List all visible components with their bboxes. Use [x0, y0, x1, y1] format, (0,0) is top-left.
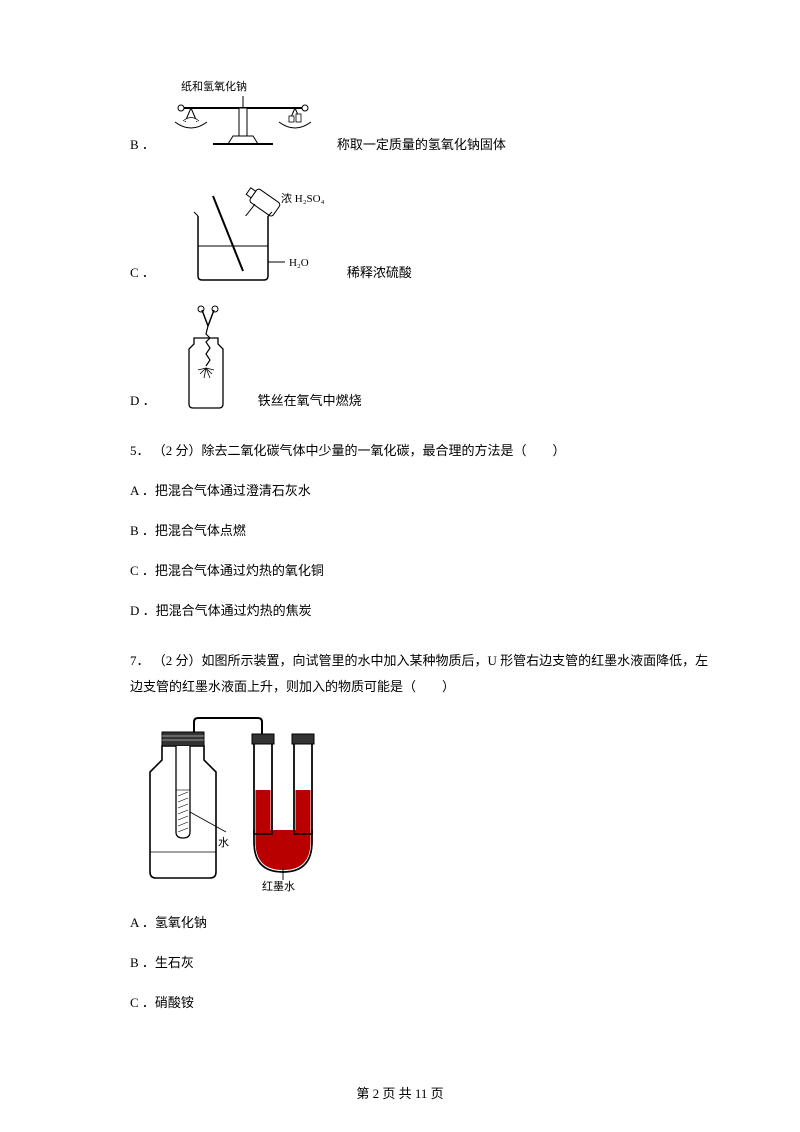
- h2o-label: H₂O: [289, 257, 309, 269]
- q5-option-d: D ．把混合气体通过灼热的焦炭: [130, 598, 710, 624]
- option-c-text: 稀释浓硫酸: [347, 260, 412, 286]
- page-footer: 第 2 页 共 11 页: [0, 1083, 800, 1102]
- option-d-text: 铁丝在氧气中燃烧: [258, 388, 362, 414]
- option-b-row: B ． 纸和氢氧化钠: [130, 78, 710, 158]
- utube-diagram: 水: [130, 712, 350, 892]
- balance-caption: 纸和氢氧化钠: [181, 79, 247, 93]
- option-d-letter: D ．: [130, 388, 156, 414]
- q5-option-a: A ．把混合气体通过澄清石灰水: [130, 478, 710, 504]
- q5-option-c: C ．把混合气体通过灼热的氧化铜: [130, 558, 710, 584]
- option-b-letter: B ．: [130, 132, 155, 158]
- option-c-row: C ． 浓 H₂SO₄: [130, 176, 710, 286]
- q7-option-c: C ．硝酸铵: [130, 990, 710, 1016]
- page-container: B ． 纸和氢氧化钠: [0, 0, 800, 1132]
- h2so4-label: 浓 H₂SO₄: [281, 192, 325, 205]
- beaker-diagram: 浓 H₂SO₄ H₂O: [163, 176, 333, 286]
- combustion-diagram: [164, 304, 244, 414]
- q7-option-b: B ．生石灰: [130, 950, 710, 976]
- option-b-text: 称取一定质量的氢氧化钠固体: [337, 132, 506, 158]
- q7-option-a: A ．氢氧化钠: [130, 910, 710, 936]
- option-c-letter: C ．: [130, 260, 155, 286]
- q5-option-b: B ．把混合气体点燃: [130, 518, 710, 544]
- option-d-row: D ．: [130, 304, 710, 414]
- water-label: 水: [218, 836, 229, 849]
- q5-header: 5． （2 分）除去二氧化碳气体中少量的一氧化碳，最合理的方法是（ ）: [130, 438, 710, 464]
- q7-header: 7． （2 分）如图所示装置，向试管里的水中加入某种物质后，U 形管右边支管的红…: [130, 648, 710, 700]
- ink-label: 红墨水: [262, 880, 295, 892]
- balance-diagram: 纸和氢氧化钠: [163, 78, 323, 158]
